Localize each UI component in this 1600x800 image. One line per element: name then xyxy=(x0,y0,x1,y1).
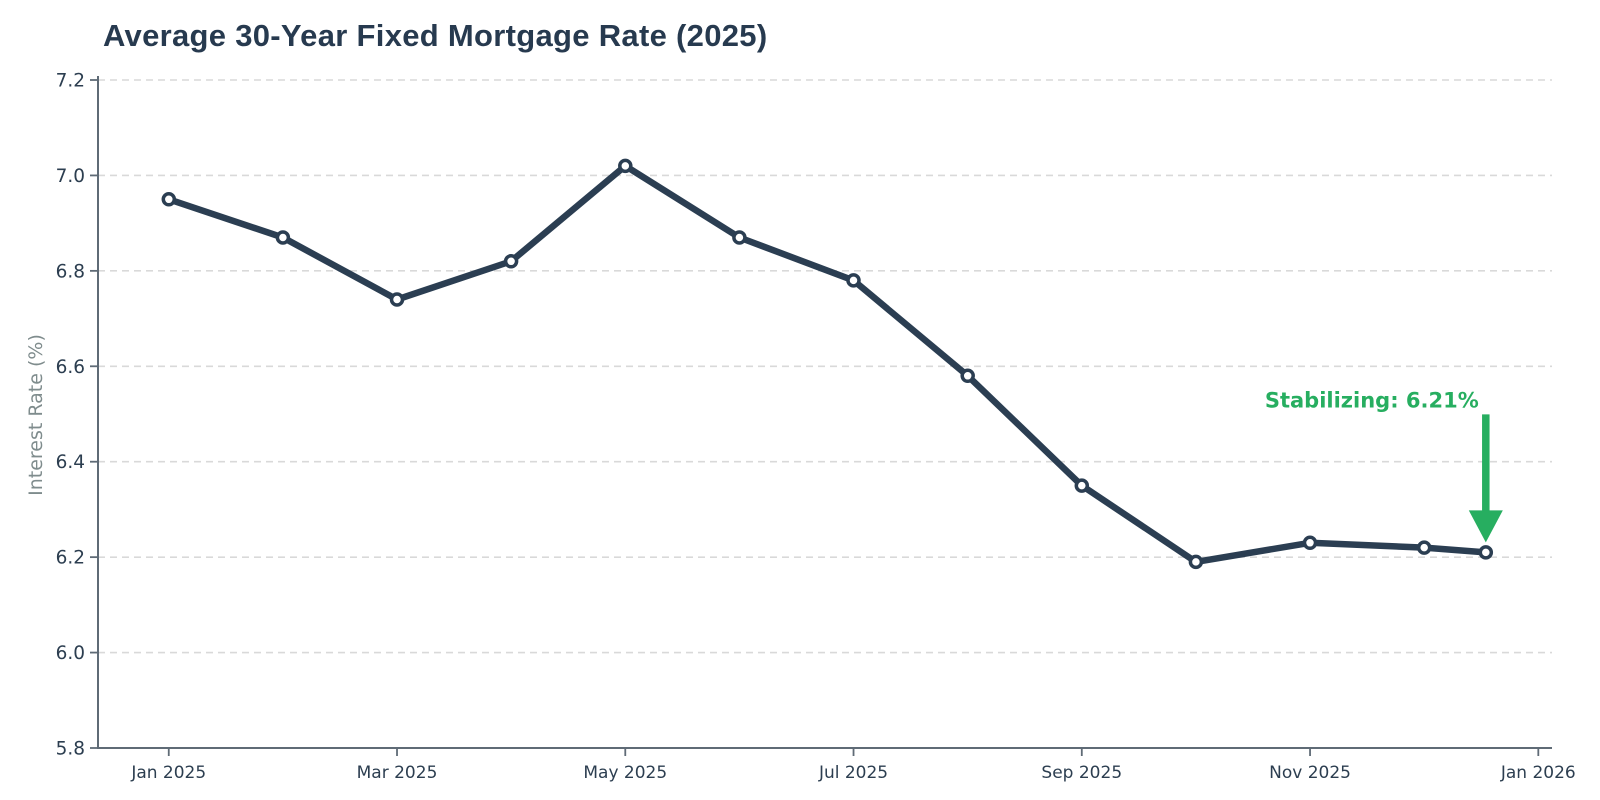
data-point-marker xyxy=(1302,535,1318,551)
y-tick-label: 7.2 xyxy=(56,71,85,92)
rate-line xyxy=(165,162,1490,566)
y-tick-label: 6.8 xyxy=(56,261,85,282)
data-point-marker xyxy=(960,368,975,384)
x-tick-label: Sep 2025 xyxy=(1041,763,1122,783)
x-tick-label: Nov 2025 xyxy=(1269,763,1351,783)
x-tick-label: May 2025 xyxy=(583,763,667,783)
data-point-marker xyxy=(1416,540,1432,555)
x-tick-label: Jan 2026 xyxy=(1500,763,1576,783)
data-point-marker xyxy=(732,230,747,245)
y-tick-label: 6.0 xyxy=(56,643,85,664)
data-point-marker xyxy=(1478,545,1494,560)
y-tick-label: 6.4 xyxy=(56,452,85,473)
x-tick-label: Jan 2025 xyxy=(130,763,206,783)
chart-title: Average 30-Year Fixed Mortgage Rate (202… xyxy=(103,18,768,53)
data-point-marker xyxy=(1074,478,1090,493)
y-tick-label: 7.0 xyxy=(56,166,85,187)
x-tick-label: Jul 2025 xyxy=(818,763,888,783)
annotation-arrow-head xyxy=(1468,510,1503,543)
y-tick-label: 6.2 xyxy=(56,548,85,569)
y-tick-label: 5.8 xyxy=(56,739,85,760)
data-point-marker xyxy=(846,273,861,288)
data-point-marker xyxy=(1188,554,1204,570)
annotation-text: Stabilizing: 6.21% xyxy=(1265,388,1479,412)
data-point-marker xyxy=(275,230,291,245)
data-point-marker xyxy=(503,254,519,269)
y-tick-label: 6.6 xyxy=(56,357,85,378)
data-point-marker xyxy=(618,158,633,174)
data-point-marker xyxy=(389,292,405,307)
data-point-marker xyxy=(161,192,177,207)
x-tick-label: Mar 2025 xyxy=(357,763,438,783)
